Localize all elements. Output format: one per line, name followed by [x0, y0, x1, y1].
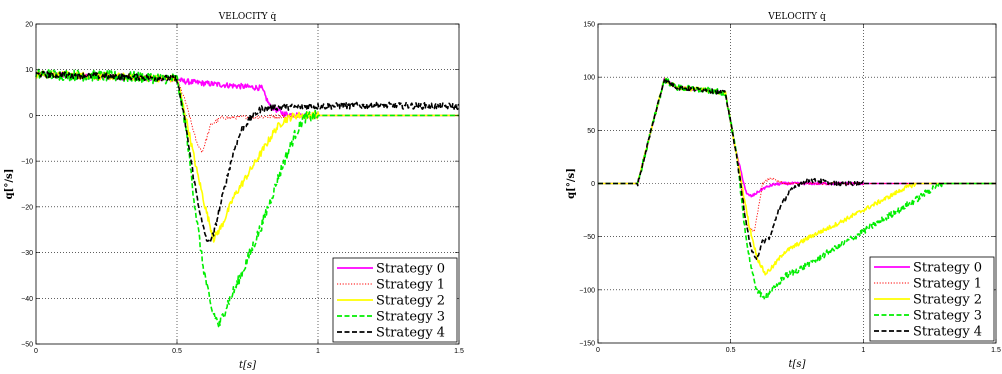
- x-tick-label: 1: [861, 347, 865, 354]
- legend-label-strategy-3: Strategy 3: [913, 309, 982, 324]
- y-tick-label: 10: [25, 67, 33, 74]
- legend-label-strategy-2: Strategy 2: [913, 293, 982, 308]
- x-tick-label: 0.5: [726, 347, 736, 354]
- x-axis-label: t[s]: [789, 359, 806, 370]
- series-line-strategy-4: [597, 77, 997, 261]
- legend-label-strategy-4: Strategy 4: [376, 326, 445, 341]
- x-tick-label: 0: [34, 348, 38, 355]
- legend-label-strategy-0: Strategy 0: [376, 262, 445, 277]
- legend-label-strategy-1: Strategy 1: [913, 277, 982, 292]
- y-tick-label: −150: [579, 341, 595, 348]
- y-tick-label: 150: [583, 22, 595, 29]
- y-tick-label: 50: [587, 128, 595, 135]
- x-tick-label: 0.5: [172, 348, 182, 355]
- y-tick-label: −40: [21, 296, 33, 303]
- plot-frame: [35, 23, 460, 345]
- chart-title: VELOCITY q̇: [218, 12, 277, 22]
- legend-label-strategy-0: Strategy 0: [913, 261, 982, 276]
- y-tick-label: −50: [21, 342, 33, 349]
- y-tick-label: 0: [591, 181, 595, 188]
- y-axis-label: q[°/s]: [4, 169, 15, 200]
- legend-label-strategy-4: Strategy 4: [913, 325, 982, 340]
- y-tick-label: −50: [583, 234, 595, 241]
- y-tick-label: −100: [579, 287, 595, 294]
- chart-1: 0 0.5 1 1.5 −50 −40 −30 −20 −10 0 10 20 VELOCITY q̇ t…: [4, 12, 464, 371]
- chart-2: 0 0.5 1 1.5 −150 −100 −50 0 50 100 150 VELOCITY q̇ t…: [566, 12, 1001, 370]
- x-tick-label: 1: [316, 348, 320, 355]
- x-axis-label: t[s]: [239, 360, 256, 371]
- x-tick-label: 0: [596, 347, 600, 354]
- x-tick-label: 1.5: [991, 347, 1001, 354]
- y-tick-label: 20: [25, 22, 33, 29]
- legend-label-strategy-3: Strategy 3: [376, 310, 445, 325]
- y-tick-label: 0: [29, 113, 33, 120]
- y-tick-label: −10: [21, 159, 33, 166]
- chart-title: VELOCITY q̇: [767, 12, 826, 22]
- x-tick-label: 1.5: [454, 348, 464, 355]
- y-tick-label: −20: [21, 204, 33, 211]
- y-tick-label: 100: [583, 75, 595, 82]
- series-line-strategy-4: [35, 70, 460, 244]
- legend-label-strategy-1: Strategy 1: [376, 278, 445, 293]
- y-axis-label: q[°/s]: [566, 168, 577, 199]
- series-line-strategy-3: [35, 68, 460, 328]
- y-tick-label: −30: [21, 250, 33, 257]
- series-line-strategy-3: [597, 77, 997, 301]
- legend-label-strategy-2: Strategy 2: [376, 294, 445, 309]
